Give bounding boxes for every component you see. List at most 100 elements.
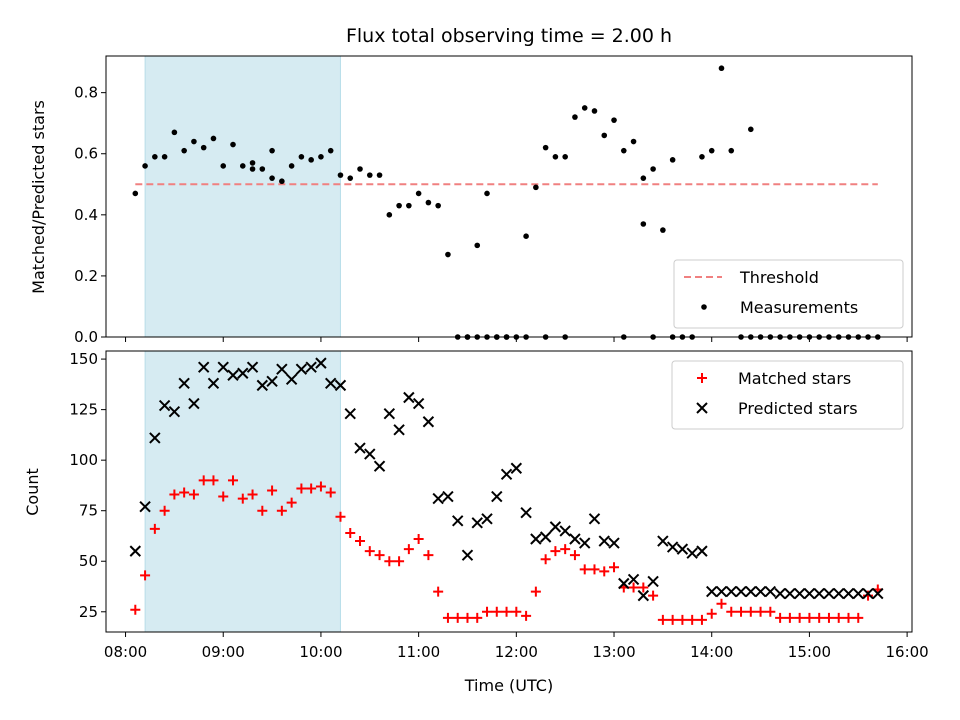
- measurement-point: [728, 147, 735, 154]
- matched-point: [628, 582, 639, 593]
- matched-point: [823, 612, 834, 623]
- matched-point: [677, 614, 688, 625]
- matched-point: [696, 614, 707, 625]
- x-tick-label: 12:00: [495, 643, 538, 661]
- predicted-point: [285, 373, 298, 386]
- predicted-point: [813, 587, 825, 600]
- y-tick-label-bottom: 25: [79, 603, 98, 621]
- y-tick-label-top: 0.8: [74, 84, 98, 102]
- matched-point: [218, 491, 229, 502]
- predicted-point: [735, 585, 747, 598]
- matched-point: [706, 608, 717, 619]
- measurement-point: [318, 153, 324, 160]
- matched-point: [413, 534, 424, 545]
- predicted-point: [530, 533, 542, 545]
- matched-point: [599, 566, 610, 577]
- matched-point: [247, 489, 258, 500]
- predicted-point: [637, 589, 650, 602]
- matched-point: [130, 604, 141, 615]
- measurement-point: [308, 157, 314, 163]
- measurement-point: [611, 117, 617, 123]
- predicted-point: [432, 492, 444, 505]
- legend-top: Threshold Measurements: [673, 259, 904, 329]
- measurement-point: [484, 190, 490, 197]
- matched-point: [403, 544, 414, 555]
- predicted-point: [520, 507, 532, 519]
- measurement-point: [718, 65, 725, 72]
- measurement-point: [220, 163, 227, 169]
- y-tick-label-bottom: 50: [79, 552, 98, 570]
- predicted-point: [725, 585, 737, 598]
- measurement-point: [415, 190, 422, 197]
- measurement-point: [288, 163, 295, 169]
- x-tick-label: 10:00: [299, 643, 342, 661]
- matched-point: [843, 612, 854, 623]
- predicted-point: [237, 367, 249, 379]
- predicted-point: [305, 361, 317, 373]
- matched-point: [609, 562, 620, 573]
- matched-point: [687, 614, 698, 625]
- matched-point: [159, 505, 170, 516]
- measurement-point: [640, 221, 647, 227]
- predicted-point: [793, 587, 806, 600]
- matched-point: [140, 570, 151, 581]
- measurement-point: [620, 147, 627, 154]
- matched-point: [179, 487, 190, 498]
- predicted-point: [647, 575, 659, 588]
- predicted-point: [344, 407, 356, 420]
- measurement-point: [435, 202, 441, 209]
- predicted-point: [774, 587, 786, 600]
- x-axis-label: Time (UTC): [464, 676, 553, 695]
- predicted-point: [364, 448, 376, 460]
- measurement-point: [249, 160, 256, 166]
- predicted-point: [373, 460, 386, 472]
- matched-point: [521, 610, 532, 621]
- predicted-point: [666, 541, 679, 553]
- measurement-point: [259, 166, 266, 172]
- matched-point: [853, 612, 864, 623]
- measurement-point: [445, 251, 451, 258]
- legend-label: Predicted stars: [738, 399, 858, 418]
- predicted-point: [412, 397, 425, 410]
- matched-point: [784, 612, 795, 623]
- predicted-point: [276, 363, 288, 375]
- legend-matched-key: [697, 373, 707, 383]
- measurement-point: [357, 166, 363, 172]
- legend-box: [673, 259, 904, 329]
- matched-point: [394, 556, 405, 567]
- predicted-point: [539, 531, 552, 543]
- predicted-point: [481, 513, 493, 525]
- predicted-point: [178, 377, 190, 390]
- y-tick-label-bottom: 75: [79, 502, 98, 520]
- measurement-point: [239, 163, 246, 169]
- predicted-point: [598, 535, 610, 547]
- matched-point: [267, 485, 278, 496]
- predicted-point: [842, 587, 855, 600]
- y-tick-label-top: 0.0: [74, 328, 98, 346]
- predicted-point: [696, 545, 708, 557]
- predicted-point: [569, 533, 581, 545]
- measurement-point: [269, 175, 275, 181]
- matched-point: [667, 614, 678, 625]
- measurement-point: [640, 175, 647, 181]
- measurement-point: [660, 227, 666, 233]
- measurement-point: [669, 157, 676, 163]
- matched-point: [335, 511, 346, 522]
- matched-point: [638, 582, 649, 593]
- matched-point: [765, 606, 776, 617]
- predicted-point: [393, 424, 405, 436]
- measurement-point: [337, 172, 344, 178]
- measurement-point: [171, 129, 178, 136]
- measurement-point: [474, 242, 481, 249]
- matched-point: [550, 546, 561, 557]
- matched-point: [286, 497, 297, 508]
- measurement-point: [748, 126, 754, 133]
- measurement-point: [230, 141, 236, 148]
- predicted-point: [764, 585, 777, 598]
- matched-point: [442, 612, 453, 623]
- legend-label: Threshold: [739, 268, 819, 287]
- matched-point: [501, 606, 512, 617]
- legend-box: [671, 360, 904, 430]
- matched-point: [169, 489, 180, 500]
